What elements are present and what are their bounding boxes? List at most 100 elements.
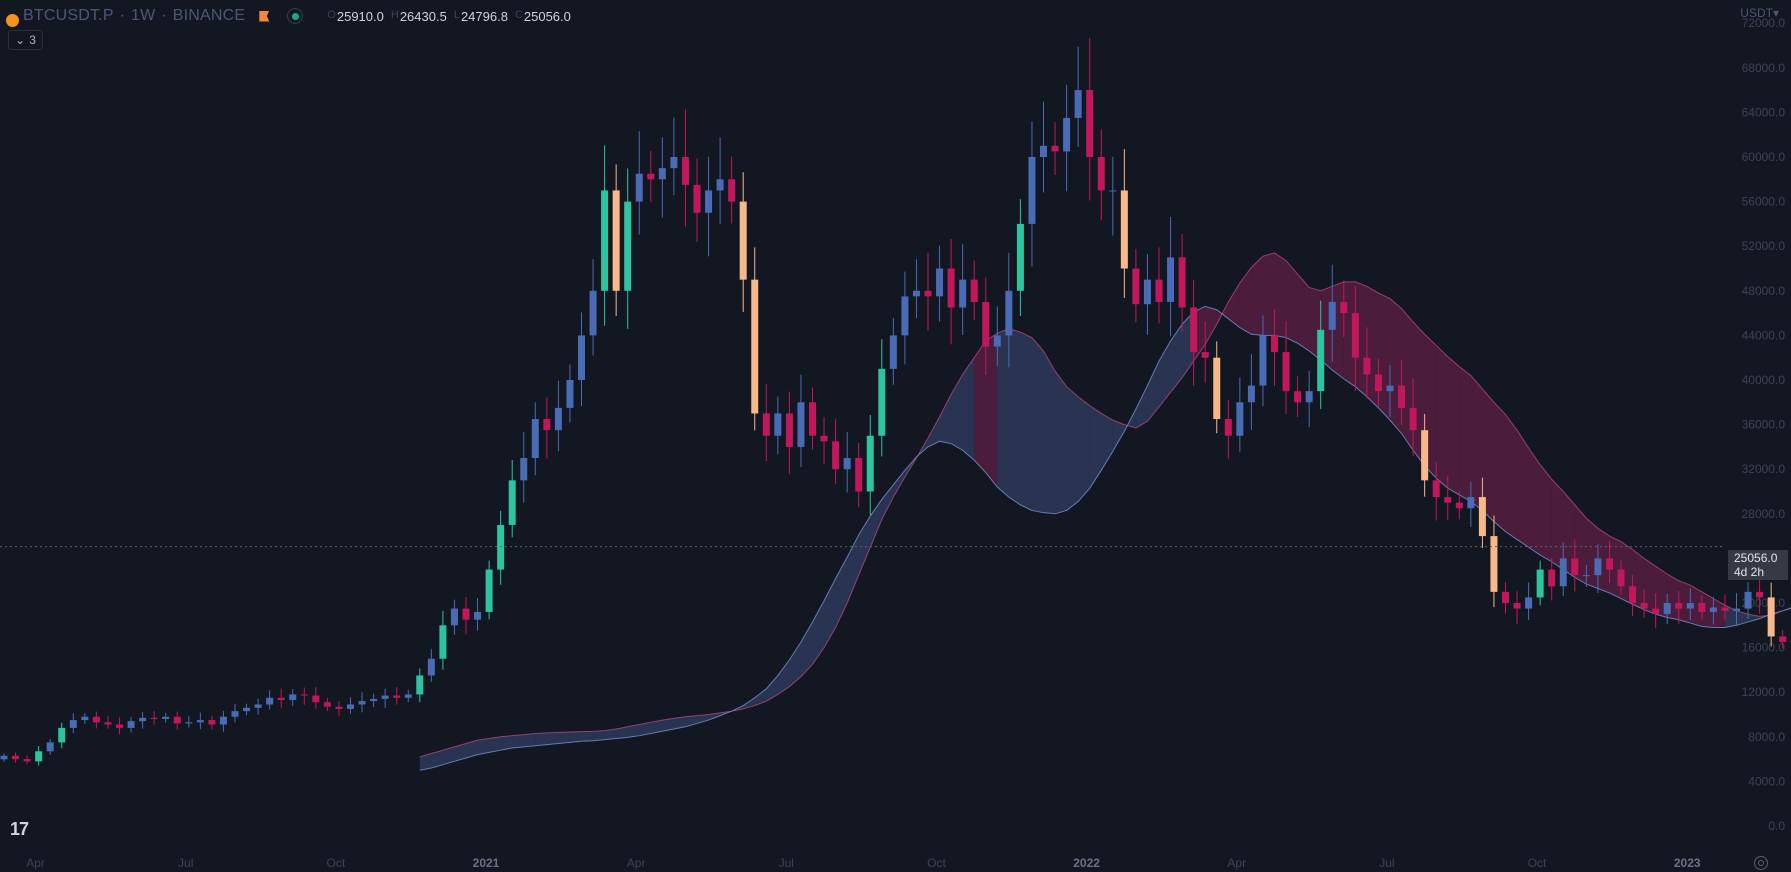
symbol-name[interactable]: BTCUSDT.P [23,7,114,24]
ema-ribbon-segment [1135,385,1148,428]
y-tick-label: 68000.0 [1742,61,1786,75]
y-tick-label: 4000.0 [1748,774,1785,788]
candle-body [1351,313,1359,358]
ema-ribbon-segment [581,731,594,742]
candle-body [670,157,678,169]
candle-body [809,402,816,436]
candle-body [1525,597,1533,609]
candle-body [635,173,643,202]
ema-ribbon-segment [466,740,478,758]
candle-body [1733,608,1740,611]
ema-ribbon-segment [1262,252,1275,336]
candle-body [716,179,724,191]
candle-body [901,296,909,336]
ema-ribbon-segment [569,731,582,743]
ema-ribbon-segment [523,733,536,747]
ema-ribbon-segment [997,328,1009,498]
candle-body [1478,497,1486,537]
currency-selector[interactable]: USDT▾ [1740,6,1779,20]
candle-body [1074,90,1082,118]
candle-body [1652,608,1660,615]
ema-ribbon-segment [593,730,605,741]
exchange-label: BINANCE [172,7,246,24]
candle-body [393,695,401,698]
candle-body [751,279,759,414]
x-tick-label: 2022 [1073,856,1100,870]
candle-body [416,675,424,695]
candle-body [959,279,967,308]
candle-body [785,413,793,447]
candle-body [1340,301,1348,314]
candle-body [450,608,458,626]
candle-body [924,290,932,297]
candle-body [1363,357,1371,375]
candle-body [1629,586,1637,603]
candle-body [370,698,378,702]
ema-ribbon-segment [1540,464,1552,562]
candle-body [266,697,274,705]
ema-ribbon-segment [881,484,894,520]
y-tick-label: 12000.0 [1742,685,1786,699]
y-tick-label: 8000.0 [1748,730,1785,744]
candle-body [832,441,840,470]
ema-ribbon-segment [1713,598,1725,628]
candle-body [843,458,851,470]
flag-icon[interactable] [259,10,270,22]
ema-ribbon-segment [512,734,524,748]
candle-body [1421,430,1429,481]
candle-body [993,335,1001,347]
candle-body [243,707,251,712]
candle-body [254,704,262,708]
market-status-icon[interactable] [287,8,304,24]
ema-ribbon-segment [419,753,432,771]
symbol-header: BTCUSDT.P · 1W · BINANCE O 25910.0 H 26430… [6,6,578,27]
low-key: L [453,8,460,21]
candle-body [1086,90,1094,157]
candle-body [970,279,978,302]
ribbon-inner-line [419,305,1791,771]
candle-body [589,290,597,336]
ema-ribbon-segment [985,333,998,488]
ema-ribbon-segment [1066,386,1079,511]
ema-ribbon-segment [535,732,547,746]
indicators-collapse-button[interactable]: ⌄ 3 [8,30,43,50]
candle-body [1686,603,1694,609]
ema-ribbon-segment [1390,298,1402,434]
candle-body [1721,607,1729,611]
candle-body [1190,307,1198,353]
tradingview-logo[interactable]: 17 [10,819,29,839]
settings-icon[interactable] [1754,856,1768,870]
candle-body [1398,385,1406,408]
ema-ribbon-segment [1147,361,1159,422]
candle-body [23,759,31,762]
candle-body [231,711,239,717]
candle-body [705,190,713,213]
candle-body [1432,480,1440,498]
y-tick-label: 16000.0 [1742,641,1786,655]
ema-ribbon-segment [1228,282,1240,328]
candle-body [196,720,204,723]
candle-body [728,179,736,202]
candle-body [1213,357,1221,420]
y-tick-label: 60000.0 [1742,150,1786,164]
candle-body [1617,569,1625,587]
candle-body [1247,385,1255,403]
interval-label[interactable]: 1W [131,7,156,24]
candle-body [1605,558,1613,570]
candle-body [566,380,574,408]
ema-ribbon-segment [489,736,501,753]
ema-ribbon-segment [1286,260,1298,344]
candle-body [1328,301,1336,330]
candle-body [1016,223,1024,291]
x-tick-label: 2021 [473,856,500,870]
candle-body [1374,374,1382,392]
ema-ribbon-segment [1528,448,1541,556]
candle-body [162,716,170,719]
ema-ribbon-segment [951,374,963,451]
bitcoin-icon [6,13,19,27]
candle-body [323,702,331,707]
candle-body [1305,391,1313,403]
ema-ribbon-segment [1678,580,1691,624]
candle-body [485,569,493,612]
